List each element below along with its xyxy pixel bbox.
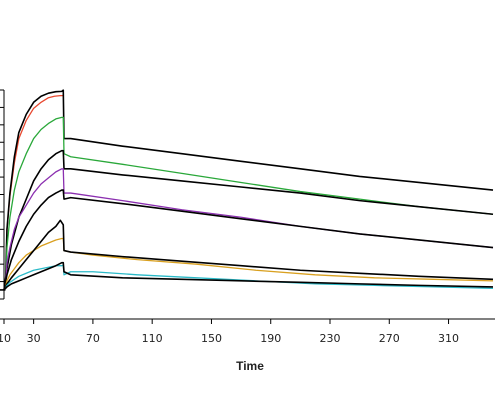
x-tick-label: 190	[260, 332, 281, 345]
series-line-8	[3, 219, 494, 291]
axes	[0, 89, 495, 320]
x-tick-label: 30	[27, 332, 41, 345]
x-tick-label: 310	[438, 332, 459, 345]
x-tick-label: 10	[0, 332, 11, 345]
x-tick-label: 150	[201, 332, 222, 345]
series-line-2	[3, 89, 494, 291]
series-line-3	[3, 116, 494, 291]
series-line-9	[3, 264, 494, 291]
x-tick-label: 270	[379, 332, 400, 345]
series-group	[0, 89, 494, 291]
x-tick-label: 70	[86, 332, 100, 345]
series-line-10	[3, 261, 494, 291]
x-tick-label: 230	[320, 332, 341, 345]
x-tick-label: 110	[142, 332, 163, 345]
series-line-6	[3, 189, 494, 291]
x-axis-title: Time	[236, 359, 264, 373]
x-tick-labels: 10 30 70 110 150 190 230 270 310	[0, 319, 459, 345]
series-line-7	[3, 237, 494, 291]
